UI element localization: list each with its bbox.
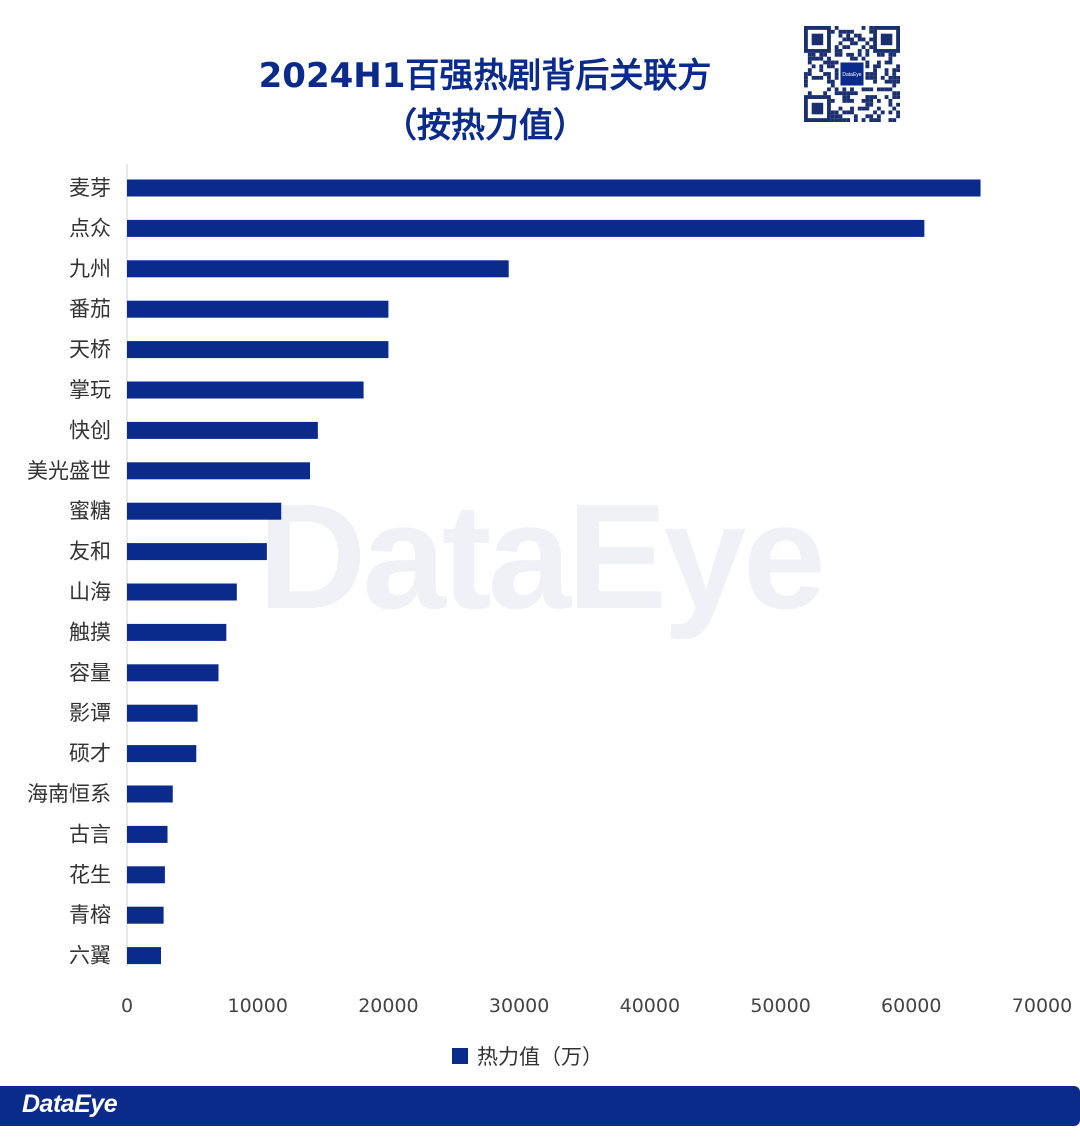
y-tick-label: 点众 [69, 216, 111, 240]
bar [127, 543, 267, 561]
y-tick-label: 影谭 [69, 701, 111, 725]
y-tick-label: 硕才 [69, 742, 111, 766]
bar [127, 664, 219, 682]
watermark: DataEye [258, 472, 826, 640]
chart-title: 2024H1百强热剧背后关联方 [258, 56, 712, 96]
bar [127, 745, 197, 763]
legend-swatch [452, 1048, 468, 1064]
y-tick-label: 快创 [69, 418, 111, 442]
y-tick-label: 山海 [69, 580, 111, 604]
y-tick-label: 花生 [69, 863, 111, 887]
y-tick-label: 麦芽 [69, 176, 111, 200]
legend-label: 热力值（万） [477, 1045, 603, 1069]
y-tick-label: 容量 [69, 661, 111, 685]
footer-bar: DataEye [0, 1086, 1080, 1126]
x-tick-label: 20000 [358, 995, 418, 1017]
bar-chart: 麦芽点众九州番茄天桥掌玩快创美光盛世蜜糖友和山海触摸容量影谭硕才海南恒系古言花生… [27, 164, 1072, 1017]
bar [127, 341, 389, 359]
y-tick-label: 番茄 [69, 297, 111, 321]
legend: 热力值（万） [452, 1041, 603, 1071]
svg-text:DataEye: DataEye [842, 72, 861, 78]
y-tick-label: 美光盛世 [27, 459, 111, 483]
bar [127, 785, 173, 803]
bar [127, 260, 509, 278]
x-tick-label: 40000 [620, 995, 680, 1017]
bar [127, 462, 310, 480]
y-tick-label: 掌玩 [69, 378, 111, 402]
x-tick-label: 70000 [1012, 995, 1072, 1017]
bar [127, 502, 282, 520]
y-tick-label: 九州 [69, 257, 111, 281]
y-tick-label: 青榕 [69, 903, 111, 927]
bar [127, 825, 168, 843]
bar [127, 866, 165, 884]
y-tick-label: 触摸 [69, 620, 111, 644]
chart-subtitle: （按热力值） [383, 106, 587, 146]
bar [127, 623, 227, 641]
brand-logo: DataEye [22, 1090, 118, 1118]
x-tick-label: 0 [121, 995, 133, 1017]
bar [127, 219, 925, 237]
qr-code-icon: DataEye [803, 25, 901, 123]
y-tick-label: 天桥 [69, 338, 111, 362]
y-tick-label: 六翼 [69, 944, 111, 968]
x-tick-label: 30000 [489, 995, 549, 1017]
x-tick-label: 50000 [750, 995, 810, 1017]
bar [127, 583, 237, 601]
y-tick-label: 古言 [69, 822, 111, 846]
bar [127, 947, 161, 965]
y-tick-label: 蜜糖 [69, 499, 111, 523]
x-tick-label: 60000 [881, 995, 941, 1017]
bar [127, 421, 318, 439]
bar [127, 906, 164, 924]
bar [127, 179, 981, 197]
x-tick-label: 10000 [227, 995, 287, 1017]
bar [127, 381, 364, 399]
y-tick-label: 友和 [69, 540, 111, 564]
bar [127, 300, 389, 318]
y-tick-label: 海南恒系 [27, 782, 111, 806]
bar [127, 704, 198, 722]
